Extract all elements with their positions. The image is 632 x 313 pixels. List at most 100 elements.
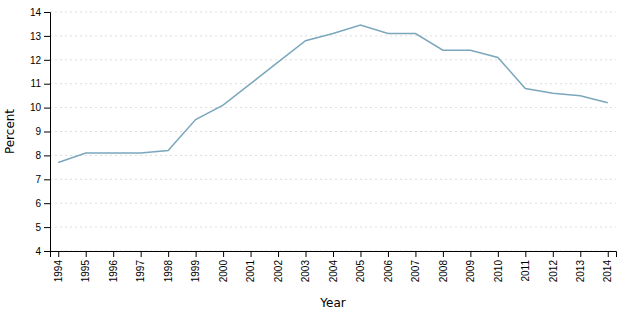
x-tick-label: 2013: [575, 260, 586, 283]
x-tick-mark: [525, 251, 526, 257]
x-tick-label: 2009: [465, 260, 476, 283]
x-tick-mark: [608, 251, 609, 257]
y-tick-label: 13: [30, 31, 42, 42]
x-tick-label: 2005: [355, 260, 366, 283]
grid-line: [50, 131, 616, 132]
chart: 1994 1995 1996 1997 1998 1999 2000 2001 2002 2003…: [0, 0, 632, 313]
x-tick-mark: [86, 251, 87, 257]
x-tick-label: 1995: [80, 260, 91, 283]
y-tick-mark: [44, 251, 50, 252]
x-tick-label: 2003: [300, 260, 311, 283]
y-tick-mark: [44, 12, 50, 13]
x-axis-line: [51, 252, 617, 258]
x-tick-mark: [553, 251, 554, 257]
y-tick-label: 5: [35, 222, 41, 233]
x-tick-label: 2007: [410, 260, 421, 283]
x-tick-mark: [580, 251, 581, 257]
x-tick: 1994: [53, 251, 64, 282]
x-tick: 2005: [355, 251, 366, 282]
y-tick-label: 8: [35, 150, 41, 161]
grid-line: [50, 227, 616, 228]
x-tick-mark: [470, 251, 471, 257]
y-tick: 12: [30, 55, 50, 66]
x-tick-label: 1998: [163, 260, 174, 283]
x-tick-mark: [251, 251, 252, 257]
x-tick-mark: [223, 251, 224, 257]
y-tick-label: 9: [35, 126, 41, 137]
x-tick-label: 1994: [53, 260, 64, 283]
y-axis-line: [44, 13, 51, 252]
x-tick-label: 2002: [273, 260, 284, 283]
y-tick-mark: [44, 132, 50, 133]
x-tick-mark: [113, 251, 114, 257]
y-tick-mark: [44, 84, 50, 85]
x-tick-label: 2001: [245, 260, 256, 283]
grid-line: [50, 179, 616, 180]
x-tick-mark: [333, 251, 334, 257]
y-tick: 9: [35, 126, 50, 137]
y-tick: 11: [31, 78, 50, 89]
x-tick-label: 1997: [135, 260, 146, 283]
x-tick: 1995: [80, 251, 91, 282]
y-tick-label: 11: [31, 78, 42, 89]
y-tick-label: 14: [30, 7, 42, 18]
x-tick: 2002: [273, 251, 284, 282]
y-tick: 4: [35, 246, 50, 257]
y-tick-mark: [44, 36, 50, 37]
x-tick: 2001: [245, 251, 256, 282]
x-tick: 2003: [300, 251, 311, 282]
x-tick-mark: [141, 251, 142, 257]
x-tick-mark: [306, 251, 307, 257]
y-tick-mark: [44, 155, 50, 156]
y-tick: 13: [30, 31, 50, 42]
x-tick-mark: [443, 251, 444, 257]
y-tick-mark: [44, 227, 50, 228]
y-tick-mark: [44, 60, 50, 61]
y-tick: 6: [35, 198, 50, 209]
x-axis-title: Year: [319, 296, 345, 310]
x-tick-label: 2010: [493, 260, 504, 283]
x-tick-label: 2004: [328, 260, 339, 283]
grid-line: [50, 107, 616, 108]
x-tick-label: 2000: [218, 260, 229, 283]
y-axis: 4 5 6 7 8 9 10 11 12 13 14: [30, 7, 51, 257]
x-tick-label: 2011: [520, 260, 531, 282]
x-tick: 2010: [493, 251, 504, 282]
grid-line: [50, 59, 616, 60]
y-tick: 14: [30, 7, 50, 18]
y-tick: 10: [30, 102, 50, 113]
x-tick-label: 1999: [190, 260, 201, 283]
grid-line: [50, 83, 616, 84]
x-tick: 1999: [190, 251, 201, 282]
y-tick-label: 4: [35, 246, 41, 257]
y-tick: 8: [35, 150, 50, 161]
x-tick: 2006: [383, 251, 394, 282]
y-tick-mark: [44, 179, 50, 180]
x-tick-label: 2008: [438, 260, 449, 283]
y-tick: 5: [35, 222, 50, 233]
x-tick: 1997: [135, 251, 146, 282]
x-tick-label: 1996: [108, 260, 119, 283]
x-axis: 1994 1995 1996 1997 1998 1999 2000 2001 2002 2003…: [51, 251, 617, 282]
x-tick: 2000: [218, 251, 229, 282]
grid-line: [50, 35, 616, 36]
marks: [58, 25, 608, 162]
x-tick-label: 2014: [602, 260, 613, 283]
x-tick: 2013: [575, 251, 586, 282]
x-tick: 2007: [410, 251, 421, 282]
y-tick-label: 10: [30, 102, 42, 113]
x-tick-mark: [278, 251, 279, 257]
x-tick: 2008: [438, 251, 449, 282]
plot-area: 1994 1995 1996 1997 1998 1999 2000 2001 2002 2003…: [30, 7, 617, 283]
x-tick-mark: [498, 251, 499, 257]
grid: [50, 12, 616, 251]
grid-line: [50, 203, 616, 204]
y-tick-mark: [44, 203, 50, 204]
x-tick-mark: [360, 251, 361, 257]
x-tick-label: 2006: [383, 260, 394, 283]
x-tick: 2011: [520, 251, 531, 282]
x-tick-mark: [388, 251, 389, 257]
x-tick: 1998: [163, 251, 174, 282]
y-tick: 7: [35, 174, 50, 185]
y-tick-label: 12: [30, 55, 42, 66]
